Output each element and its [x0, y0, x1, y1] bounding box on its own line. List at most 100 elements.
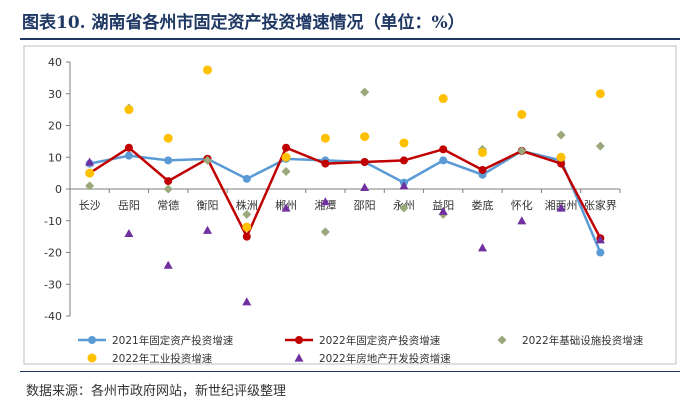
data-point [203, 225, 212, 234]
y-tick-label: 40 [48, 56, 62, 69]
data-point [281, 167, 291, 177]
series-5 [85, 157, 605, 306]
y-axis: -40 -30 -20 -10 0 10 20 30 40 [44, 56, 71, 323]
data-point [595, 235, 605, 244]
source-note: 数据来源：各州市政府网站，新世纪评级整理 [26, 384, 287, 399]
y-tick-label: 10 [48, 151, 62, 164]
data-point [163, 133, 173, 143]
series-4 [85, 65, 605, 232]
data-point [242, 174, 251, 183]
legend-item: 2022年房地产开发投资增速 [294, 352, 451, 365]
legend-item: 2022年基础设施投资增速 [497, 334, 644, 347]
data-point [478, 165, 487, 174]
data-point [164, 156, 173, 165]
legend-label: 2022年基础设施投资增速 [522, 334, 644, 347]
title-rule [20, 38, 680, 40]
data-point [281, 152, 291, 162]
data-point [478, 243, 487, 252]
data-point [360, 87, 370, 97]
x-tick-label: 衡阳 [197, 199, 219, 212]
x-tick-label: 株洲 [236, 198, 258, 212]
data-point [399, 203, 409, 213]
data-point [517, 146, 527, 156]
chart-title: 图表10. 湖南省各州市固定资产投资增速情况（单位：%） [22, 13, 465, 33]
y-tick-label: -40 [44, 310, 62, 323]
data-point [438, 206, 448, 215]
data-point [517, 216, 527, 225]
data-point [595, 89, 605, 99]
legend-label: 2022年固定资产投资增速 [319, 334, 441, 347]
x-tick-label: 邵阳 [354, 199, 376, 212]
data-point [87, 353, 97, 363]
data-point [321, 159, 330, 168]
data-point [517, 109, 527, 119]
data-point [320, 133, 330, 143]
data-point [360, 182, 370, 192]
legend-label: 2022年房地产开发投资增速 [319, 352, 451, 365]
data-point [556, 203, 566, 212]
data-point [399, 138, 409, 148]
data-point [295, 336, 303, 344]
data-point [595, 141, 605, 151]
data-point [242, 209, 252, 219]
data-point [294, 353, 304, 362]
y-tick-label: -10 [44, 215, 62, 228]
data-point [439, 156, 448, 165]
legend-item: 2021年固定资产投资增速 [78, 334, 234, 347]
x-tick-label: 怀化 [511, 198, 533, 212]
data-point [163, 260, 173, 269]
series-layer [85, 65, 605, 306]
y-tick-label: -30 [44, 278, 62, 291]
data-point [124, 151, 133, 160]
data-point [399, 156, 408, 165]
data-point [478, 147, 487, 157]
data-point [242, 297, 252, 306]
legend-label: 2022年工业投资增速 [112, 352, 213, 365]
data-point [85, 168, 95, 178]
chart-border [23, 45, 677, 365]
data-point [242, 222, 252, 232]
data-point [320, 197, 330, 206]
y-tick-label: -20 [44, 247, 62, 260]
legend: 2021年固定资产投资增速 2022年固定资产投资增速 2022年基础设施投资增速 2… [78, 334, 644, 365]
data-point [163, 184, 173, 194]
y-tick-label: 30 [48, 88, 62, 101]
data-point [88, 336, 96, 344]
data-point [556, 130, 566, 140]
x-tick-label: 常德 [157, 198, 179, 212]
data-point [85, 157, 95, 166]
x-axis: 长沙岳阳常德衡阳株洲郴州湘潭邵阳永州益阳娄底怀化湘西州张家界 [69, 188, 621, 212]
data-point [360, 158, 369, 167]
data-point [556, 152, 566, 162]
data-point [85, 181, 95, 191]
data-point [596, 248, 605, 257]
data-point [320, 227, 330, 237]
data-point [497, 335, 507, 345]
data-point [399, 181, 409, 190]
x-tick-label: 娄底 [472, 198, 494, 212]
y-tick-label: 20 [48, 120, 62, 133]
data-point [281, 203, 291, 212]
legend-label: 2021年固定资产投资增速 [112, 334, 234, 347]
data-point [164, 177, 173, 186]
y-tick-label: 0 [55, 183, 62, 196]
data-point [124, 105, 134, 115]
data-point [360, 132, 370, 142]
x-tick-label: 张家界 [584, 198, 617, 212]
x-tick-label: 岳阳 [118, 199, 140, 212]
data-point [124, 143, 133, 152]
data-point [557, 159, 566, 168]
data-point [203, 65, 212, 75]
data-point [282, 143, 291, 152]
data-point [242, 232, 251, 241]
legend-item: 2022年工业投资增速 [87, 352, 213, 365]
series-line [88, 146, 602, 240]
data-point [438, 94, 448, 104]
data-point [124, 228, 134, 238]
legend-item: 2022年固定资产投资增速 [285, 334, 441, 347]
data-point [439, 145, 448, 154]
footer-rule [20, 371, 680, 372]
x-tick-label: 长沙 [79, 199, 101, 212]
x-tick-label: 益阳 [432, 198, 454, 212]
